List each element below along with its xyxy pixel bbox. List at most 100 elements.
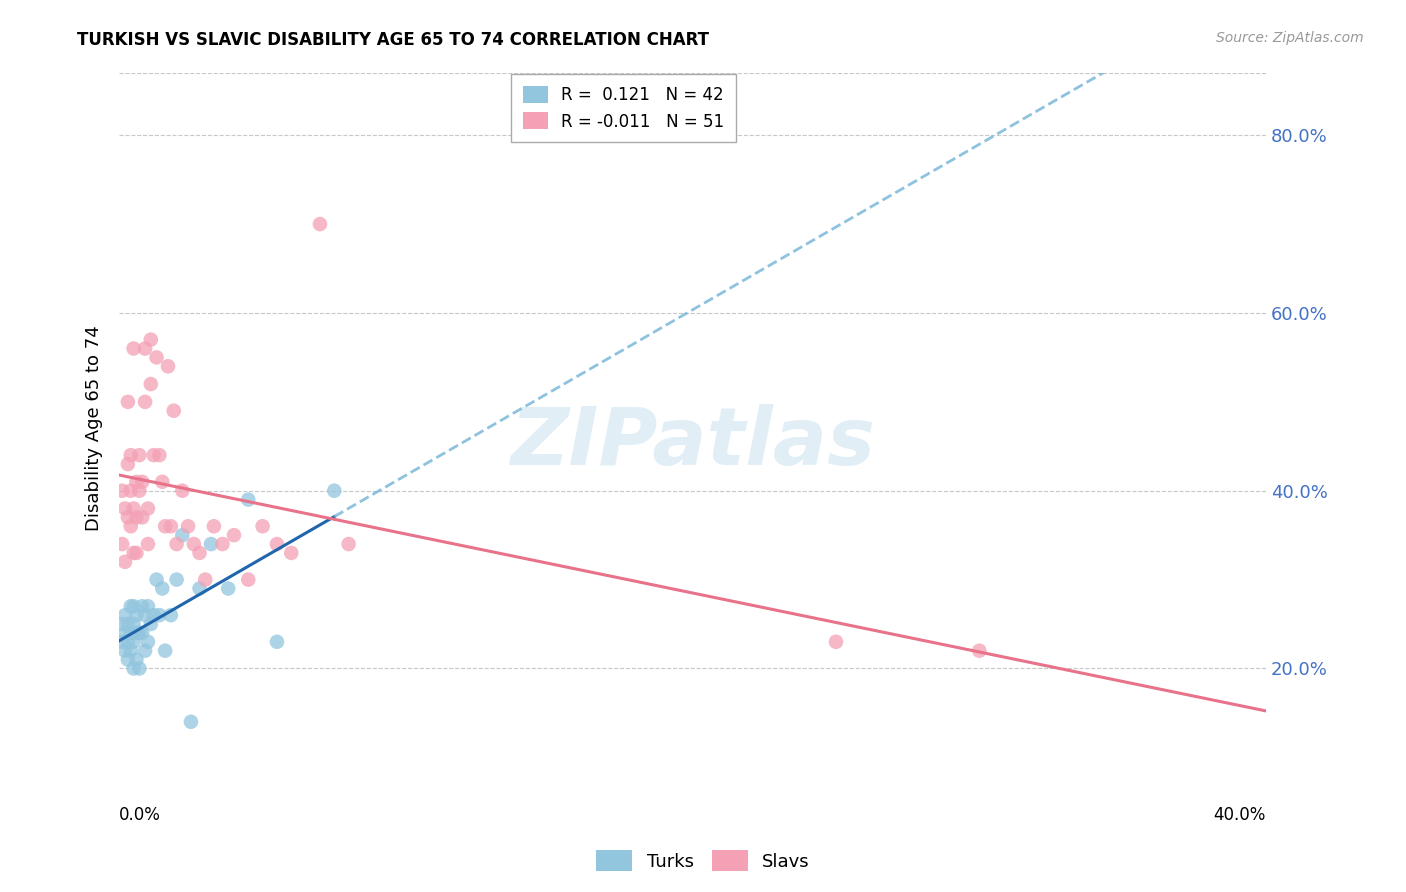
Point — [125, 546, 148, 560]
Point — [134, 643, 156, 657]
Point — [150, 582, 173, 596]
Point — [131, 626, 153, 640]
Point — [222, 528, 245, 542]
Point — [114, 643, 136, 657]
Point — [156, 359, 179, 374]
Point — [117, 652, 139, 666]
Point — [128, 448, 150, 462]
Y-axis label: Disability Age 65 to 74: Disability Age 65 to 74 — [86, 326, 103, 532]
Point — [266, 635, 288, 649]
Point — [111, 483, 134, 498]
Point — [177, 519, 200, 533]
Point — [180, 714, 202, 729]
Point — [145, 351, 167, 365]
Point — [122, 501, 145, 516]
Point — [217, 582, 239, 596]
Point — [183, 537, 205, 551]
Point — [120, 626, 142, 640]
Point — [134, 342, 156, 356]
Point — [122, 661, 145, 675]
Point — [969, 643, 991, 657]
Point — [136, 635, 159, 649]
Point — [111, 537, 134, 551]
Point — [160, 519, 183, 533]
Point — [128, 626, 150, 640]
Text: ZIPatlas: ZIPatlas — [510, 404, 875, 482]
Point — [172, 528, 194, 542]
Point — [125, 608, 148, 623]
Point — [238, 492, 260, 507]
Point — [111, 617, 134, 632]
Point — [153, 643, 176, 657]
Point — [117, 457, 139, 471]
Point — [163, 403, 186, 417]
Point — [211, 537, 233, 551]
Point — [266, 537, 288, 551]
Point — [252, 519, 274, 533]
Point — [125, 626, 148, 640]
Point — [120, 599, 142, 614]
Point — [142, 608, 165, 623]
Point — [309, 217, 332, 231]
Point — [114, 626, 136, 640]
Point — [122, 635, 145, 649]
Point — [153, 519, 176, 533]
Point — [202, 519, 225, 533]
Point — [136, 501, 159, 516]
Point — [136, 537, 159, 551]
Point — [160, 608, 183, 623]
Point — [148, 448, 170, 462]
Point — [122, 342, 145, 356]
Point — [150, 475, 173, 489]
Point — [117, 394, 139, 409]
Point — [337, 537, 360, 551]
Point — [114, 501, 136, 516]
Point — [139, 617, 162, 632]
Point — [114, 608, 136, 623]
Point — [120, 448, 142, 462]
Point — [134, 394, 156, 409]
Legend: R =  0.121   N = 42, R = -0.011   N = 51: R = 0.121 N = 42, R = -0.011 N = 51 — [512, 74, 737, 142]
Point — [125, 475, 148, 489]
Point — [148, 608, 170, 623]
Point — [122, 617, 145, 632]
Point — [136, 599, 159, 614]
Point — [139, 377, 162, 392]
Point — [117, 635, 139, 649]
Point — [142, 448, 165, 462]
Point — [122, 546, 145, 560]
Point — [145, 573, 167, 587]
Point — [200, 537, 222, 551]
Point — [125, 652, 148, 666]
Point — [172, 483, 194, 498]
Text: TURKISH VS SLAVIC DISABILITY AGE 65 TO 74 CORRELATION CHART: TURKISH VS SLAVIC DISABILITY AGE 65 TO 7… — [77, 31, 710, 49]
Point — [122, 599, 145, 614]
Point — [131, 510, 153, 524]
Point — [188, 546, 211, 560]
Point — [128, 483, 150, 498]
Point — [117, 617, 139, 632]
Point — [166, 537, 188, 551]
Point — [117, 510, 139, 524]
Point — [280, 546, 302, 560]
Point — [194, 573, 217, 587]
Point — [139, 333, 162, 347]
Point — [188, 582, 211, 596]
Text: 0.0%: 0.0% — [120, 806, 162, 824]
Point — [238, 573, 260, 587]
Point — [120, 643, 142, 657]
Point — [131, 475, 153, 489]
Point — [323, 483, 346, 498]
Point — [128, 661, 150, 675]
Point — [120, 483, 142, 498]
Point — [120, 519, 142, 533]
Point — [134, 608, 156, 623]
Point — [131, 599, 153, 614]
Point — [111, 635, 134, 649]
Text: Source: ZipAtlas.com: Source: ZipAtlas.com — [1216, 31, 1364, 45]
Legend: Turks, Slavs: Turks, Slavs — [589, 843, 817, 879]
Point — [125, 510, 148, 524]
Point — [166, 573, 188, 587]
Point — [825, 635, 848, 649]
Point — [114, 555, 136, 569]
